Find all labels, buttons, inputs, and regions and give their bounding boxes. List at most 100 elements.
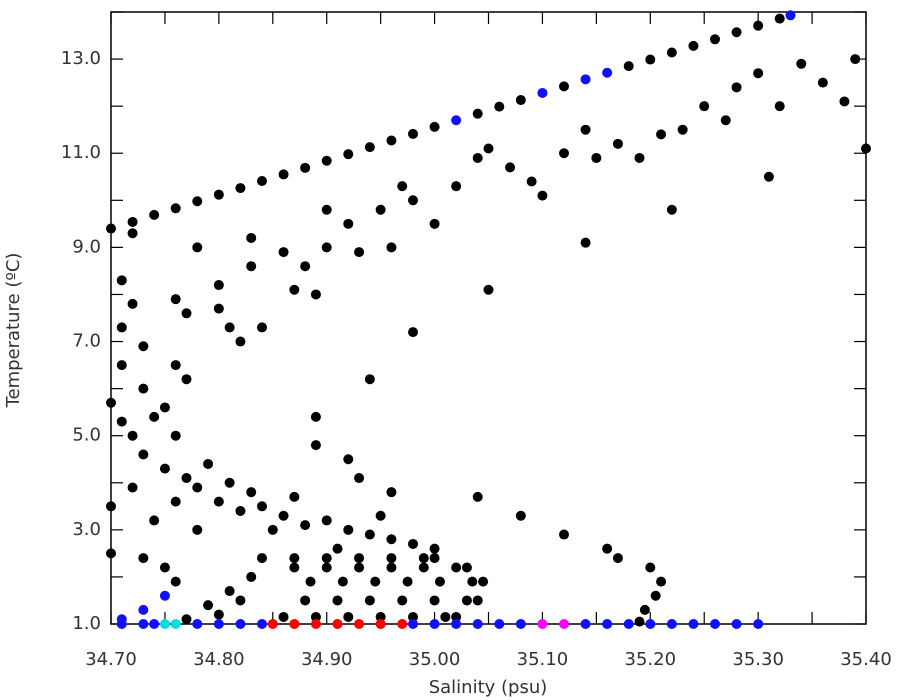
data-point [386, 242, 397, 253]
data-point [515, 619, 526, 629]
data-point [127, 482, 138, 493]
data-point [246, 487, 257, 498]
data-point [688, 619, 699, 629]
y-tick-label: 13.0 [61, 48, 101, 69]
data-point [224, 322, 235, 333]
data-point [559, 148, 569, 159]
data-point [332, 595, 343, 606]
data-point [343, 149, 354, 160]
x-tick-label: 35.30 [732, 649, 784, 670]
data-point [397, 619, 408, 629]
data-point [397, 181, 408, 192]
data-point [278, 247, 289, 258]
data-point [602, 619, 613, 629]
data-point [332, 543, 343, 554]
data-point [645, 54, 656, 65]
x-tick-label: 34.80 [193, 649, 245, 670]
data-point [483, 284, 494, 295]
data-point [559, 619, 569, 629]
data-point [429, 595, 440, 606]
data-point [774, 13, 785, 24]
data-point [235, 183, 246, 194]
data-point [181, 614, 192, 625]
data-point [116, 322, 127, 333]
data-point [213, 496, 224, 507]
data-point [580, 74, 591, 85]
data-point [418, 562, 429, 573]
data-point [763, 171, 774, 182]
data-point [289, 553, 300, 564]
data-point [310, 611, 321, 622]
data-point [850, 54, 861, 65]
data-point [106, 501, 116, 512]
data-point [440, 611, 451, 622]
data-point [246, 261, 257, 272]
data-point [645, 562, 656, 573]
data-point [467, 576, 478, 587]
y-tick-label: 9.0 [72, 236, 101, 257]
data-point [343, 524, 354, 535]
data-point [650, 590, 661, 601]
data-point [710, 34, 720, 45]
data-point [192, 524, 203, 535]
data-point [753, 68, 764, 79]
data-point [181, 308, 192, 319]
data-point [505, 162, 516, 173]
data-point [170, 576, 181, 587]
data-point [580, 619, 591, 629]
data-point [321, 553, 332, 564]
data-point [688, 40, 699, 51]
data-point [310, 619, 321, 629]
data-point [321, 204, 332, 215]
data-point [354, 619, 365, 629]
x-tick-label: 35.40 [840, 649, 892, 670]
data-point [364, 529, 375, 540]
data-point [116, 619, 127, 629]
data-point [429, 619, 440, 629]
data-point [289, 619, 300, 629]
data-point [354, 553, 365, 564]
data-point [267, 619, 278, 629]
data-point [300, 162, 311, 173]
data-point [192, 619, 203, 629]
data-point [408, 619, 418, 629]
data-point [634, 616, 645, 627]
data-point [408, 611, 418, 622]
data-point [386, 562, 397, 573]
data-point [127, 228, 138, 239]
data-point [408, 327, 418, 338]
data-point [753, 20, 764, 31]
data-point [461, 562, 472, 573]
data-point [337, 576, 348, 587]
data-point [354, 562, 365, 573]
data-point [149, 411, 160, 422]
data-point [612, 138, 623, 149]
data-point [386, 487, 397, 498]
data-point [343, 611, 354, 622]
data-point [386, 553, 397, 564]
data-point [602, 67, 613, 78]
data-point [710, 619, 720, 629]
data-point [181, 473, 192, 484]
data-point [785, 10, 796, 21]
data-point [159, 463, 170, 474]
data-point [354, 247, 365, 258]
data-point [494, 101, 505, 112]
data-point [494, 619, 505, 629]
data-point [677, 124, 688, 135]
data-point [192, 242, 203, 253]
data-point [386, 135, 397, 146]
data-point [246, 571, 257, 582]
data-point [580, 237, 591, 248]
data-point [483, 143, 494, 154]
data-point [310, 411, 321, 422]
data-point [731, 82, 742, 93]
data-point [257, 619, 267, 629]
data-point [364, 595, 375, 606]
data-point [418, 553, 429, 564]
data-point [170, 430, 181, 441]
data-point [602, 543, 613, 554]
data-point [434, 576, 445, 587]
